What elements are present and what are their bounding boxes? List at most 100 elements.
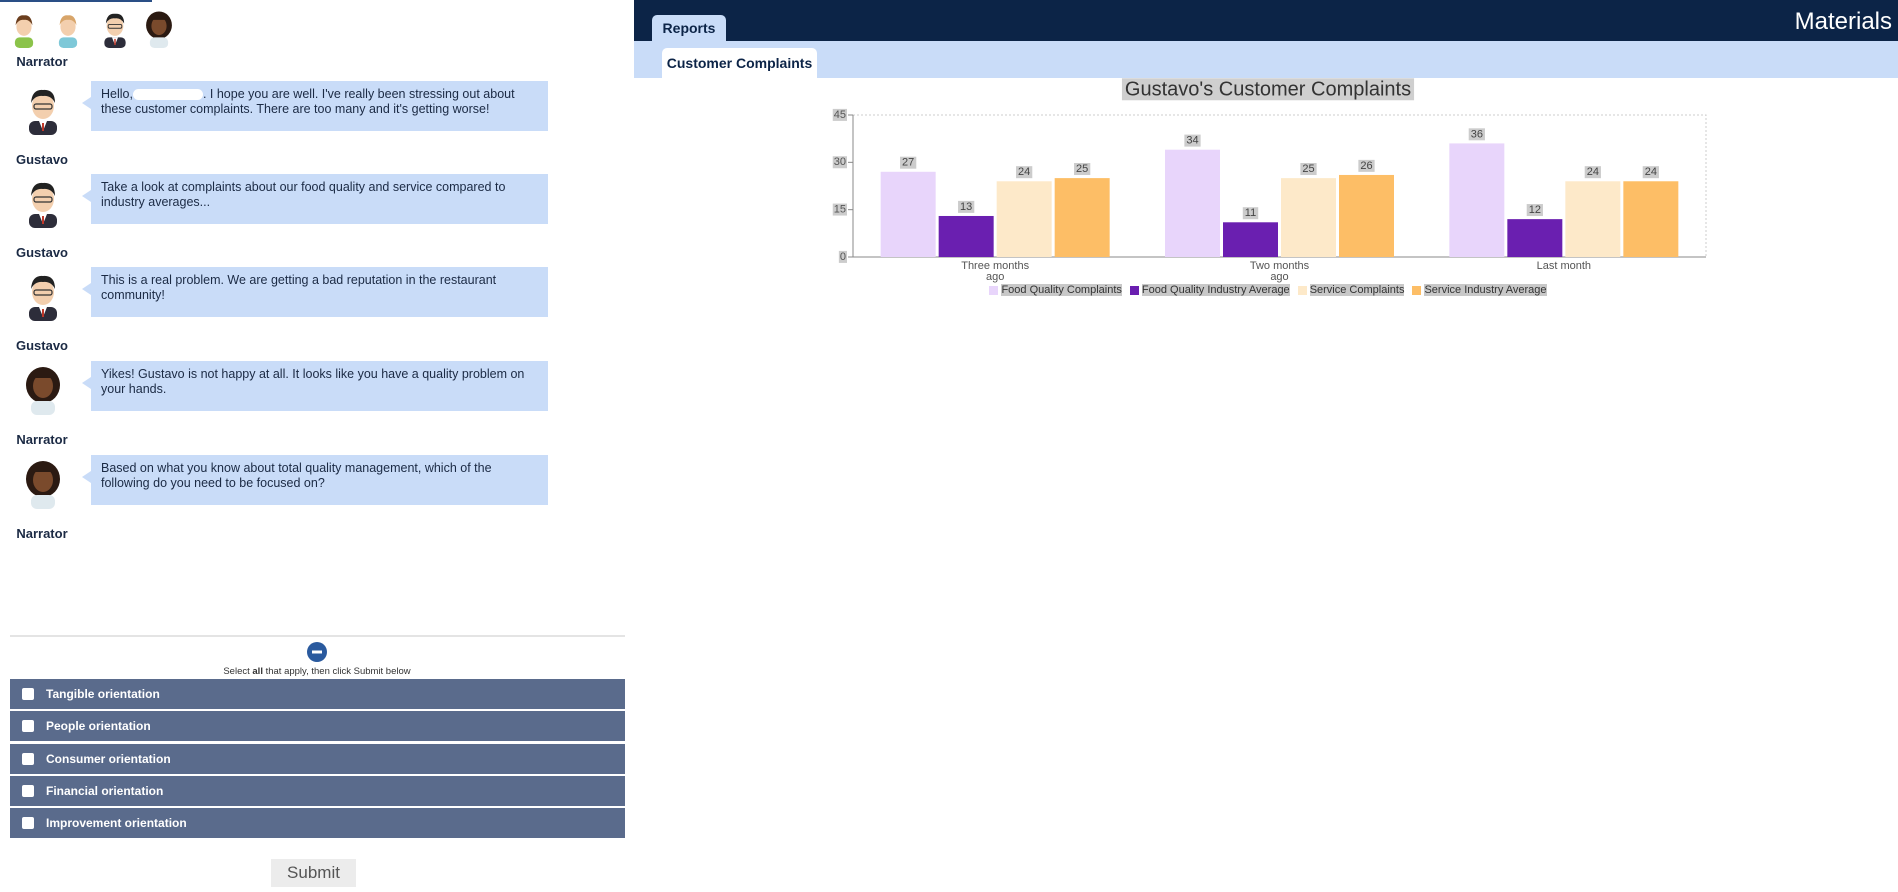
x-tick-label: Three months ago [961, 260, 1030, 283]
option[interactable]: Financial orientation [10, 775, 625, 806]
value-label: 24 [1645, 166, 1657, 178]
label-bg [838, 250, 847, 263]
instruction-text: that apply, then click Submit below [262, 666, 411, 677]
avatar-small [14, 15, 34, 48]
y-tick-label: 30 [834, 156, 846, 168]
value-label: 26 [1360, 160, 1372, 172]
tie [42, 309, 44, 317]
x-tick-label: Two months ago [1249, 260, 1310, 283]
label-bg [1358, 159, 1375, 172]
legend-swatch [989, 285, 999, 295]
bar [1565, 181, 1621, 257]
avatar-row [8, 10, 172, 48]
x-tick-label: Last month [1536, 260, 1592, 272]
legend-item: Food Quality Complaints [989, 284, 1122, 296]
face [33, 374, 53, 398]
top-rule [0, 0, 152, 2]
value-label: 25 [1302, 163, 1314, 175]
body [14, 37, 34, 48]
checkbox[interactable] [22, 688, 34, 700]
hair-top [151, 15, 167, 20]
tie [114, 38, 116, 45]
avatar-slot [96, 10, 128, 48]
face [60, 17, 76, 36]
face [32, 279, 54, 305]
redaction [132, 89, 203, 101]
body [58, 37, 78, 48]
narrator-label: Narrator [16, 54, 68, 69]
separator [10, 635, 625, 637]
speaker-name: Gustavo [15, 245, 68, 260]
speaker-name: Narrator [16, 526, 68, 541]
glasses [33, 196, 53, 203]
bar [1223, 222, 1278, 257]
legend-label: Service Industry Average [1424, 284, 1547, 296]
instruction-text: Select [223, 666, 253, 677]
avatar [146, 11, 172, 48]
face [32, 186, 54, 212]
checkbox[interactable] [22, 784, 34, 797]
value-label: 13 [960, 201, 972, 213]
avatar [29, 89, 57, 135]
header-bar [634, 0, 1898, 41]
bar [1449, 143, 1505, 257]
tab-materials[interactable]: Materials [1794, 8, 1892, 35]
checkbox[interactable] [22, 817, 34, 830]
option[interactable]: Tangible orientation [10, 679, 625, 709]
option[interactable]: People orientation [10, 711, 625, 742]
avatar-slot [140, 10, 172, 48]
tie [42, 123, 44, 131]
legend-label: Food Quality Industry Average [1141, 284, 1290, 296]
value-label: 11 [1245, 207, 1256, 219]
label-bg [1242, 207, 1259, 220]
subtab-complaints[interactable]: Customer Complaints [662, 48, 817, 78]
message-text: . I hope you are well. I've really been … [101, 87, 515, 116]
option-label: Improvement orientation [46, 816, 187, 831]
submit-button[interactable]: Submit [271, 859, 356, 887]
avatar [29, 275, 57, 321]
value-label: 34 [1186, 135, 1198, 147]
icon-minus [312, 650, 322, 654]
tab-reports[interactable]: Reports [652, 15, 726, 41]
legend-swatch [1129, 285, 1139, 295]
option[interactable]: Consumer orientation [10, 743, 625, 774]
label-bg [832, 108, 847, 121]
legend: Food Quality Complaints Food Quality Indu… [0, 284, 1898, 296]
hair-top [33, 466, 53, 472]
checkbox[interactable] [22, 720, 34, 733]
message-bubble: This is a real problem. We are getting a… [82, 267, 548, 317]
message-bubble: Take a look at complaints about our food… [82, 174, 548, 224]
message-bubble: Yikes! Gustavo is not happy at all. It l… [82, 361, 548, 411]
bar [1054, 178, 1110, 257]
bar [1623, 181, 1679, 257]
label-bg [1016, 166, 1033, 179]
option[interactable]: Improvement orientation [10, 808, 625, 839]
legend-label: Food Quality Complaints [1001, 284, 1122, 296]
label-bg [832, 156, 847, 169]
subtab-bar [634, 41, 1898, 78]
hair-top [33, 372, 53, 378]
title-bg [1121, 78, 1415, 101]
option-label: Tangible orientation [46, 687, 160, 701]
collapse-icon[interactable] [307, 642, 327, 662]
face [32, 93, 54, 119]
hair [31, 89, 55, 103]
avatar [26, 367, 60, 415]
tie [42, 216, 44, 224]
message-bubble: Based on what you know about total quali… [82, 455, 548, 505]
speaker-name: Gustavo [15, 152, 68, 167]
greeting: Hello, [101, 87, 133, 101]
hair [15, 15, 33, 26]
hair [59, 15, 77, 26]
bar [938, 215, 994, 257]
bar [880, 171, 936, 257]
legend-swatch [1297, 285, 1307, 295]
message-text: This is a real problem. We are getting a… [101, 273, 497, 302]
face [16, 17, 32, 36]
checkbox[interactable] [22, 752, 34, 765]
avatar-small [58, 15, 78, 48]
label-bg [1526, 204, 1543, 217]
bar [1165, 149, 1220, 257]
speaker-name: Gustavo [15, 338, 68, 353]
